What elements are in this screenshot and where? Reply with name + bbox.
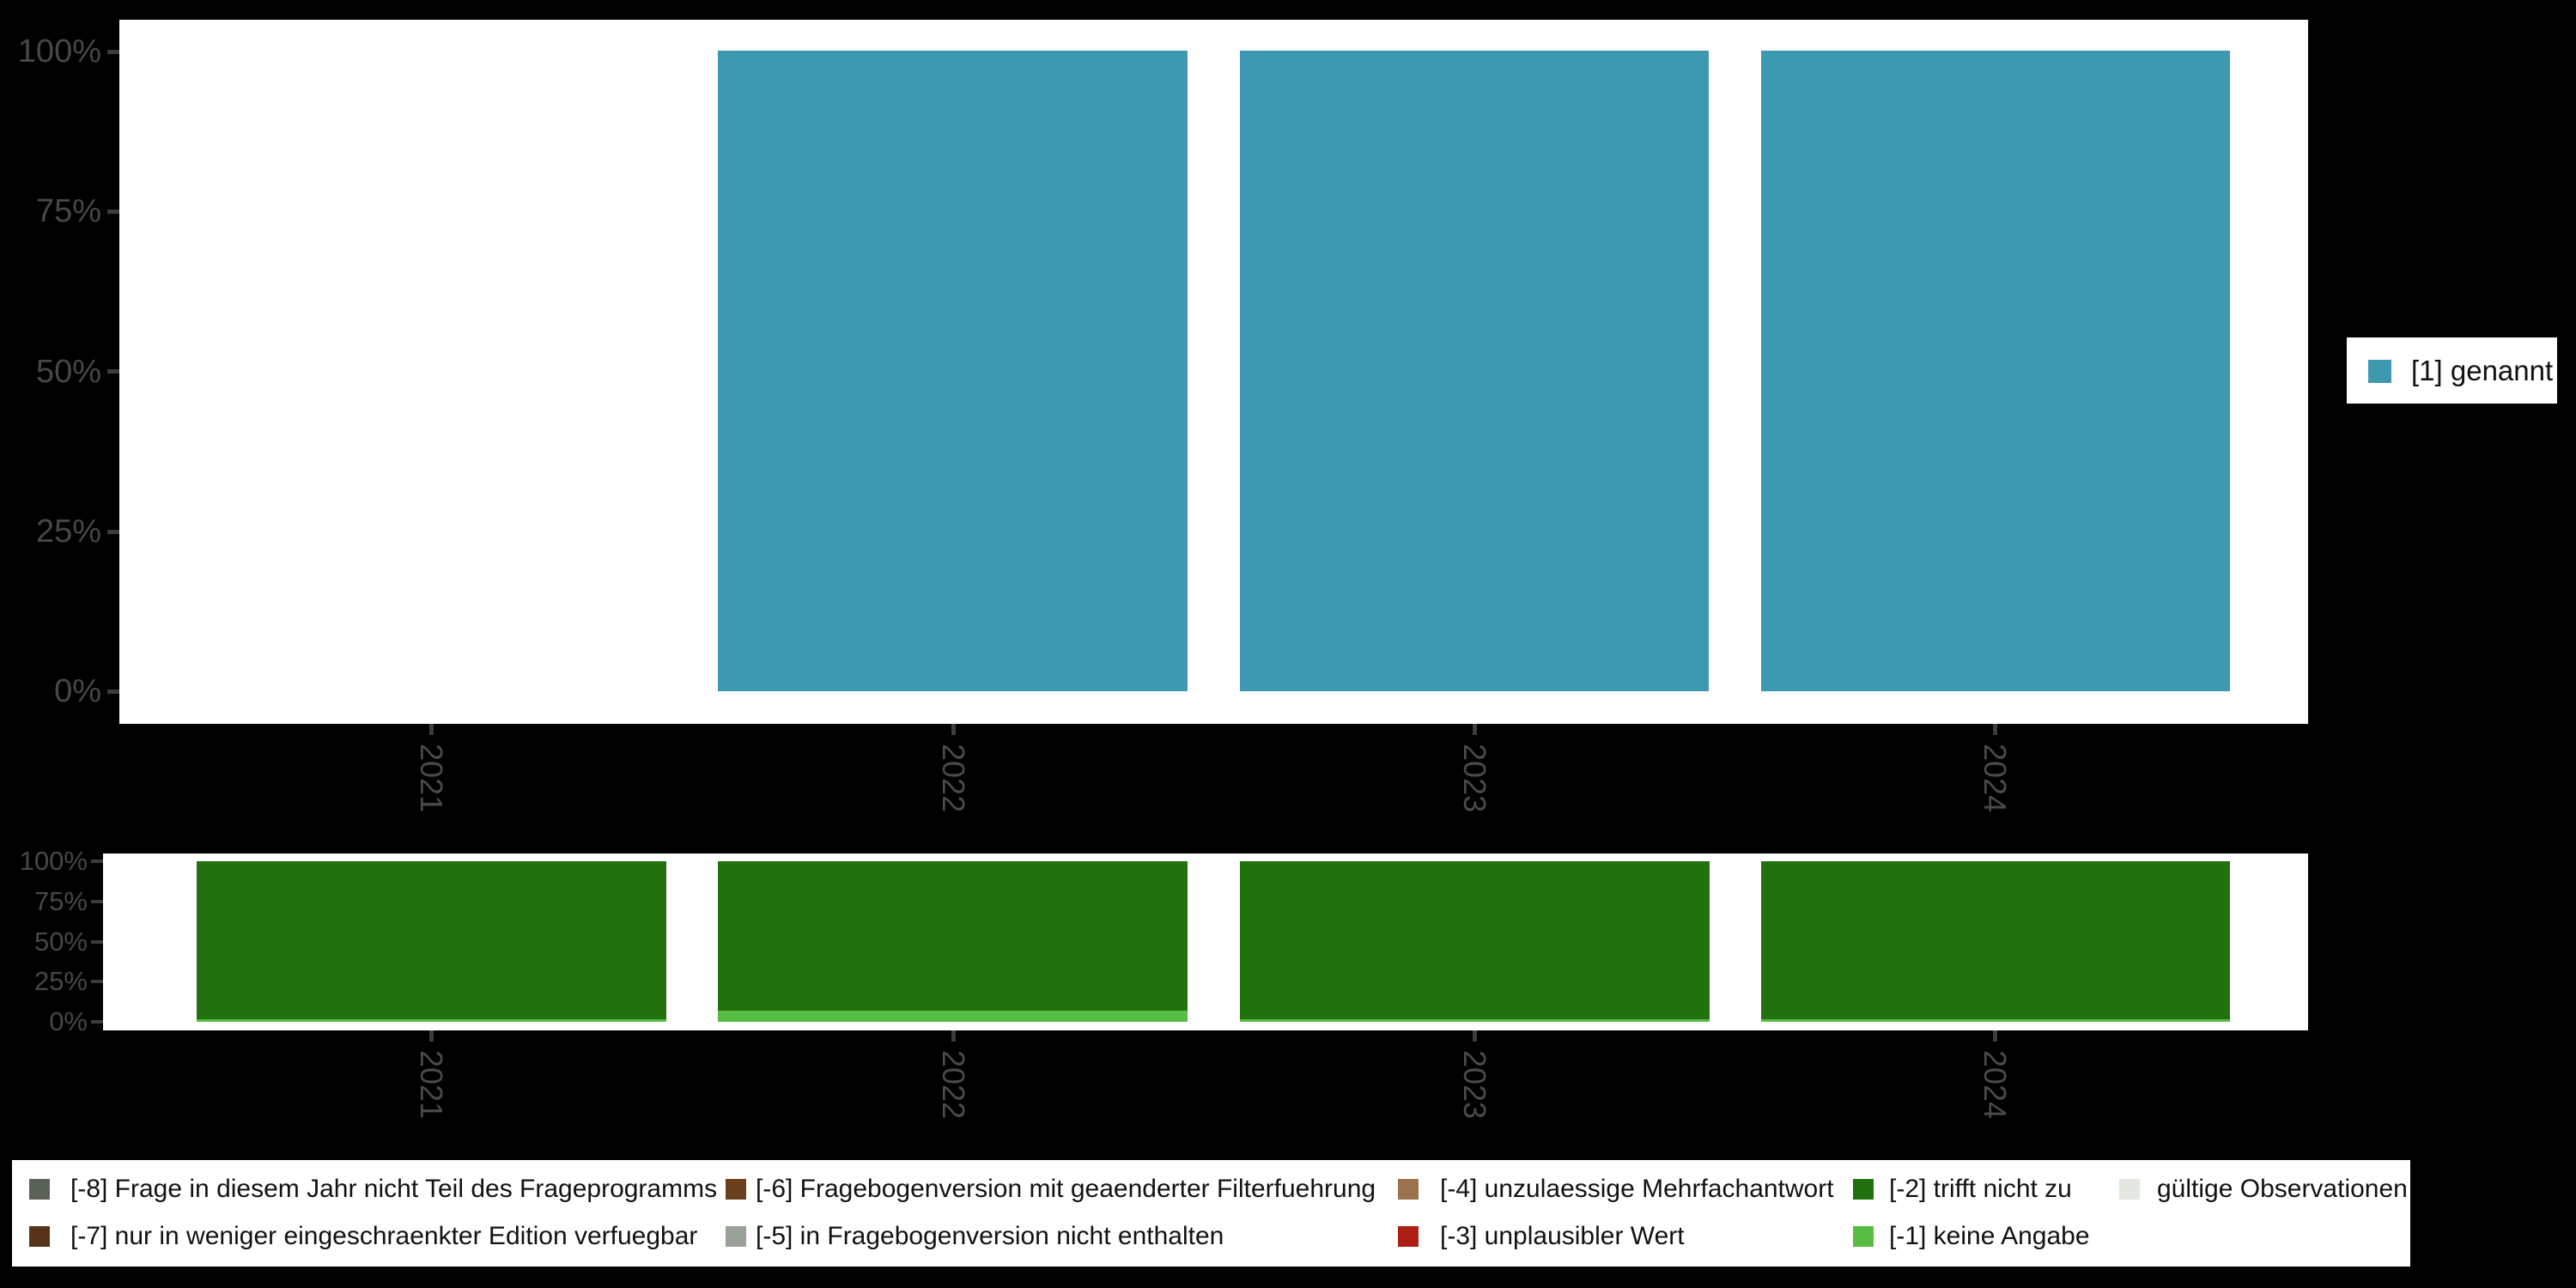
legend-swatch-neg3 [1398, 1226, 1419, 1247]
bottom-y-tick [91, 980, 103, 983]
legend-swatch-neg2 [1853, 1179, 1874, 1200]
segment-trifft-nicht-zu [197, 861, 666, 1019]
top-y-tick [107, 369, 119, 374]
bottom-x-tick [1993, 1030, 1997, 1042]
legend-label-neg6: [-6] Fragebogenversion mit geaenderter F… [756, 1175, 1376, 1203]
bottom-x-tick [429, 1030, 434, 1042]
legend-label-neg2: [-2] trifft nicht zu [1889, 1175, 2072, 1203]
top-y-tick [107, 50, 119, 54]
legend-swatch-gueltige [2119, 1179, 2140, 1200]
legend-swatch-neg8 [29, 1179, 50, 1200]
bottom-x-label-2023: 2023 [1457, 1050, 1492, 1120]
bottom-y-label-25: 25% [33, 966, 88, 996]
top-x-label-2021: 2021 [414, 744, 449, 813]
segment-trifft-nicht-zu [718, 861, 1188, 1011]
bottom-x-label-2021: 2021 [414, 1050, 449, 1120]
bottom-bar-2021 [197, 861, 666, 1022]
bottom-chart-plot-area [103, 854, 2308, 1030]
legend-label-neg4: [-4] unzulaessige Mehrfachantwort [1440, 1175, 1834, 1203]
segment-keine-angabe [1761, 1019, 2230, 1022]
bottom-y-tick [91, 940, 103, 944]
bottom-x-tick [951, 1030, 956, 1042]
legend-swatch-neg1 [1853, 1226, 1874, 1247]
segment-trifft-nicht-zu [1240, 861, 1710, 1019]
missing-values-legend: [-8] Frage in diesem Jahr nicht Teil des… [12, 1160, 2410, 1267]
top-x-tick [951, 724, 956, 735]
bottom-bar-2022 [718, 861, 1188, 1022]
bottom-y-tick [91, 860, 103, 863]
top-y-tick [107, 690, 119, 694]
bottom-bar-2024 [1761, 861, 2230, 1022]
legend-label-neg1: [-1] keine Angabe [1889, 1222, 2090, 1250]
top-x-label-2022: 2022 [936, 744, 971, 813]
top-legend: [1] genannt [2347, 337, 2557, 404]
legend-label-neg5: [-5] in Fragebogenversion nicht enthalte… [756, 1222, 1224, 1250]
legend-label-neg8: [-8] Frage in diesem Jahr nicht Teil des… [70, 1175, 718, 1203]
segment-keine-angabe [1240, 1019, 1710, 1022]
top-y-label-100: 100% [17, 33, 101, 70]
legend-label-neg7: [-7] nur in weniger eingeschraenkter Edi… [70, 1222, 698, 1250]
legend-label-gueltige: gültige Observationen [2157, 1175, 2408, 1203]
bottom-y-label-50: 50% [33, 927, 88, 957]
bottom-x-label-2022: 2022 [936, 1050, 971, 1120]
top-y-label-0: 0% [54, 673, 101, 709]
bottom-x-label-2024: 2024 [1978, 1050, 2013, 1120]
segment-keine-angabe [718, 1011, 1188, 1022]
segment-keine-angabe [197, 1019, 666, 1022]
bottom-y-label-100: 100% [19, 846, 88, 876]
segment-trifft-nicht-zu [1761, 861, 2230, 1019]
top-x-label-2023: 2023 [1457, 744, 1492, 813]
top-x-label-2024: 2024 [1978, 744, 2013, 813]
top-y-tick [107, 530, 119, 534]
bottom-bar-2023 [1240, 861, 1710, 1022]
bottom-y-label-75: 75% [33, 886, 88, 916]
legend-swatch-neg4 [1398, 1179, 1419, 1200]
top-y-label-50: 50% [35, 354, 101, 390]
top-y-label-75: 75% [35, 193, 101, 229]
legend-label-genannt: [1] genannt [2411, 355, 2554, 386]
bottom-y-tick [91, 900, 103, 903]
top-x-tick [1993, 724, 1997, 735]
top-y-label-25: 25% [35, 513, 101, 550]
legend-swatch-neg5 [726, 1226, 746, 1247]
top-x-tick [429, 724, 434, 735]
top-chart-plot-area [119, 20, 2308, 724]
legend-label-neg3: [-3] unplausibler Wert [1440, 1222, 1685, 1250]
top-x-tick [1473, 724, 1477, 735]
bottom-y-tick [91, 1020, 103, 1024]
legend-swatch-neg6 [726, 1179, 746, 1200]
legend-swatch-neg7 [29, 1226, 50, 1247]
bottom-x-tick [1473, 1030, 1477, 1042]
legend-swatch-genannt [2368, 360, 2391, 383]
top-y-tick [107, 210, 119, 214]
top-bar-2024 [1761, 51, 2230, 691]
top-bar-2023 [1240, 51, 1709, 691]
bottom-y-label-0: 0% [49, 1006, 88, 1036]
top-bar-2022 [718, 51, 1188, 691]
